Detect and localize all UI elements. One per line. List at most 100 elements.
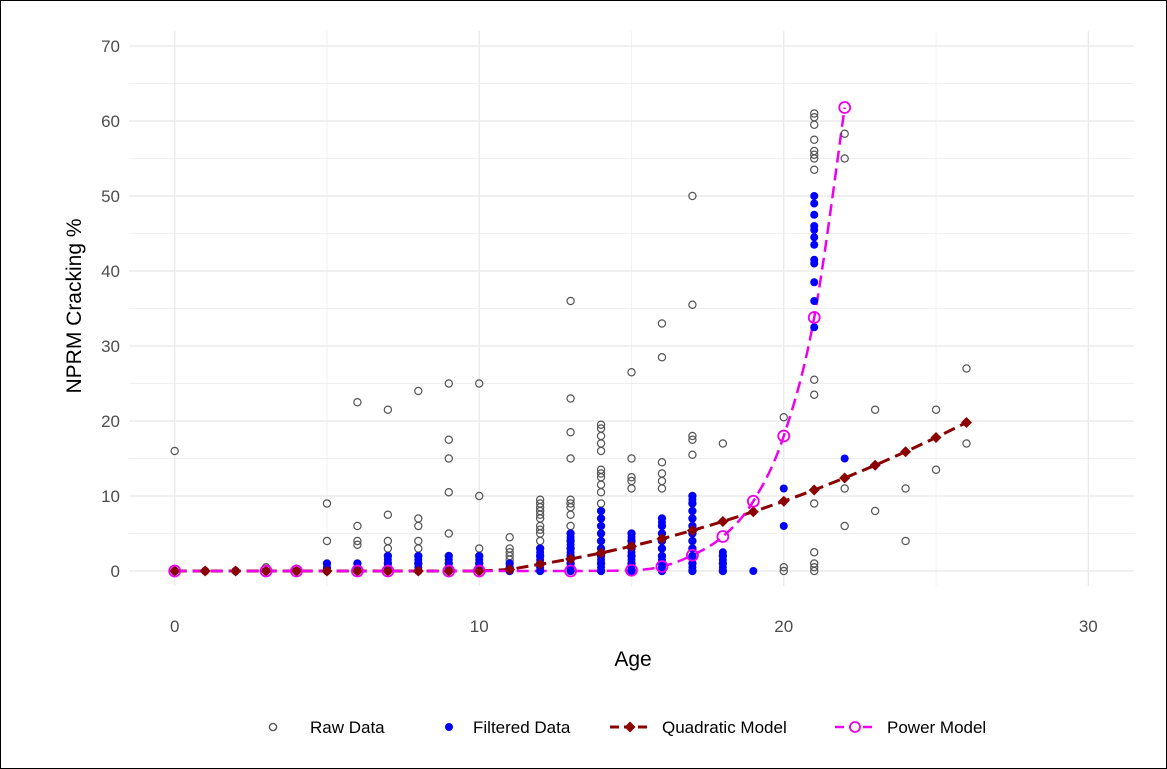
legend-symbol xyxy=(849,721,861,733)
raw-data-point xyxy=(596,420,606,429)
power-model-point xyxy=(807,311,821,324)
raw-data-point xyxy=(810,146,819,156)
raw-data-point xyxy=(322,499,332,508)
raw-data-point xyxy=(596,499,606,508)
raw-data-point xyxy=(535,536,545,546)
filtered-data-point xyxy=(688,492,697,500)
legend-label: Quadratic Model xyxy=(662,718,787,737)
raw-data-point xyxy=(505,533,514,542)
power-model-point xyxy=(655,560,669,573)
y-tick-label: 10 xyxy=(101,487,120,506)
raw-data-point xyxy=(596,480,606,489)
raw-data-point xyxy=(931,465,941,474)
quadratic-model-point xyxy=(595,547,607,559)
raw-data-point xyxy=(596,465,606,474)
raw-data-point xyxy=(688,300,697,309)
quadratic-model-point xyxy=(473,565,485,577)
quadratic-model-point xyxy=(291,565,302,577)
quadratic-model-point xyxy=(260,565,272,577)
raw-data-point xyxy=(840,154,849,163)
raw-data-point xyxy=(810,165,819,174)
raw-data-point xyxy=(840,521,849,531)
quadratic-model-point xyxy=(839,472,851,484)
filtered-data-point xyxy=(810,210,819,219)
quadratic-model-point xyxy=(412,565,424,577)
quadratic-model-point xyxy=(778,495,790,507)
quadratic-model-point xyxy=(808,484,820,496)
filtered-data-point xyxy=(810,297,819,305)
filtered-data-point xyxy=(810,192,819,200)
raw-data-point xyxy=(566,521,575,531)
raw-data-point xyxy=(414,386,423,396)
filtered-data-point xyxy=(810,199,819,208)
legend-item-filtered: Filtered Data xyxy=(445,718,571,737)
power-model-point xyxy=(716,530,730,543)
quadratic-model-point xyxy=(443,565,455,577)
raw-data-point xyxy=(475,379,484,388)
raw-data-point xyxy=(444,454,453,463)
raw-data-point xyxy=(383,536,393,546)
raw-data-point xyxy=(414,544,423,553)
raw-data-point xyxy=(566,428,575,437)
raw-data-point xyxy=(810,563,819,572)
raw-data-point xyxy=(383,405,393,414)
raw-data-point xyxy=(566,296,575,306)
legend: Raw Data Filtered Data Quadratic Model Powe… xyxy=(268,718,986,737)
quadratic-model-point xyxy=(717,516,729,527)
raw-data-point xyxy=(444,529,453,538)
raw-data-point xyxy=(566,510,575,519)
raw-data-point xyxy=(810,548,819,557)
legend-symbol xyxy=(445,723,453,731)
raw-data-point xyxy=(810,135,819,144)
power-model-point xyxy=(746,494,760,508)
filtered-data-point xyxy=(718,548,727,557)
quadratic-model-point xyxy=(656,533,668,545)
raw-data-point xyxy=(688,431,697,441)
filtered-data-point xyxy=(810,240,819,249)
filtered-data-point xyxy=(810,278,819,287)
raw-data-point xyxy=(688,435,697,444)
raw-data-point xyxy=(810,150,819,159)
raw-data-point xyxy=(322,536,332,546)
raw-data-point xyxy=(596,431,606,441)
raw-data-point xyxy=(657,484,667,493)
quadratic-model-point xyxy=(504,564,516,575)
raw-data-point xyxy=(810,390,819,399)
raw-data-point xyxy=(170,446,179,456)
raw-data-point xyxy=(779,413,788,422)
raw-data-point xyxy=(962,364,971,373)
quadratic-model-point xyxy=(961,417,972,428)
filtered-data-point xyxy=(688,537,697,545)
raw-data-point xyxy=(596,439,606,448)
x-tick-label: 20 xyxy=(774,617,793,636)
quadratic-model-point xyxy=(534,558,546,570)
filtered-data-point xyxy=(688,559,697,568)
y-tick-label: 40 xyxy=(101,262,120,281)
filtered-data-point xyxy=(444,552,453,560)
raw-data-point xyxy=(810,375,819,384)
raw-data-point xyxy=(505,548,514,557)
legend-label: Power Model xyxy=(887,718,986,737)
y-tick-label: 20 xyxy=(101,412,120,431)
raw-data-point xyxy=(596,469,606,478)
raw-data-point xyxy=(810,113,819,122)
raw-data-point xyxy=(840,484,849,493)
filtered-data-point xyxy=(627,529,636,538)
power-model-point xyxy=(351,564,364,578)
filtered-data-point xyxy=(810,222,819,230)
legend-label: Raw Data xyxy=(310,718,385,737)
raw-data-point xyxy=(810,120,819,129)
filtered-data-point xyxy=(505,559,514,568)
legend-symbol xyxy=(268,722,278,732)
raw-data-point xyxy=(383,544,393,553)
quadratic-model-point xyxy=(900,446,912,458)
filtered-data-point xyxy=(597,507,606,515)
raw-data-point xyxy=(657,469,667,478)
raw-data-points xyxy=(170,109,971,576)
filtered-data-point xyxy=(597,514,606,523)
filtered-data-point xyxy=(475,552,484,560)
raw-data-point xyxy=(688,191,697,201)
quadratic-model-point xyxy=(321,565,333,577)
filtered-data-point xyxy=(566,529,575,538)
